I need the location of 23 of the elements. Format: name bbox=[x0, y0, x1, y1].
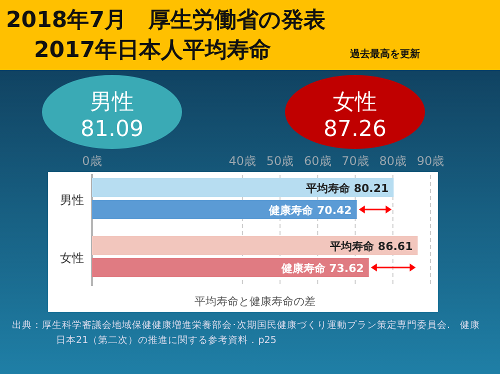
chart-subtitle: 過去最高を更新 bbox=[349, 48, 420, 60]
bar bbox=[92, 236, 418, 255]
text: 87.26 bbox=[324, 117, 386, 142]
data-label: 平均寿命 86.61 bbox=[329, 240, 413, 253]
bar bbox=[92, 200, 357, 219]
data-label: 平均寿命 80.21 bbox=[305, 182, 389, 195]
x-tick-label: 90歳 bbox=[416, 154, 444, 168]
x-tick-label: 50歳 bbox=[266, 154, 294, 168]
text: 男性 bbox=[90, 90, 134, 115]
x-tick-label: 40歳 bbox=[228, 154, 256, 168]
bar bbox=[92, 178, 394, 197]
bar bbox=[92, 258, 369, 277]
x-tick-label: 70歳 bbox=[342, 154, 369, 168]
x-tick-label: 0歳 bbox=[82, 154, 102, 168]
source-note: 出典：厚生科学審議会地域保健健康増進栄養部会･次期国民健康づくり運動プラン策定専門委員会. 健康日本21（第二次）の推進に関する参考資料．p25 bbox=[12, 318, 482, 348]
data-label: 健康寿命 70.42 bbox=[268, 204, 352, 217]
x-tick-label: 80歳 bbox=[379, 154, 407, 168]
chart-title: 2018年7月 厚生労働省の発表 2017年日本人平均寿命 bbox=[6, 8, 326, 63]
x-tick-label: 60歳 bbox=[304, 154, 332, 168]
data-label: 健康寿命 73.62 bbox=[280, 262, 364, 275]
x-axis-title: 平均寿命と健康寿命の差 bbox=[194, 295, 316, 308]
text: 81.09 bbox=[80, 117, 144, 142]
text: 女性 bbox=[333, 90, 377, 115]
